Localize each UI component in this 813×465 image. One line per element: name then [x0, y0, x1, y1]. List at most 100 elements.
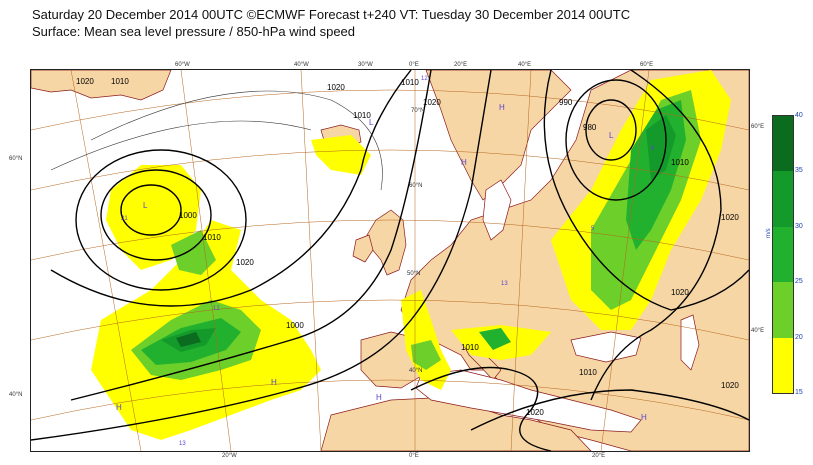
ireland-land — [352, 234, 374, 263]
legend-color-25-30 — [773, 227, 793, 282]
isobar-labels: 1020 1010 1020 1010 1000 1010 1020 1000 … — [76, 77, 739, 417]
wind-30-area — [646, 115, 676, 180]
wind-25-area — [479, 328, 511, 350]
legend-tick: 15 — [795, 389, 803, 396]
lat-label: 70°N — [411, 108, 424, 114]
longitude-line — [180, 70, 232, 451]
latitude-line — [31, 149, 749, 191]
longitude-line — [600, 70, 650, 451]
isobar — [470, 389, 749, 431]
isobar-label: 1020 — [423, 98, 441, 107]
isobar-label: 1010 — [671, 158, 689, 167]
map-title: Saturday 20 December 2014 00UTC ©ECMWF F… — [32, 6, 630, 40]
isobar-low-atlantic — [75, 149, 247, 291]
isobar-label: 1020 — [671, 288, 689, 297]
lon-label-top: 30°W — [358, 62, 373, 68]
mediterranean-sea — [415, 369, 642, 433]
isobar-label: 1000 — [286, 321, 304, 330]
lon-label-bottom: 20°E — [592, 453, 606, 459]
longitude-line — [300, 70, 322, 451]
legend-tick: 25 — [795, 278, 803, 285]
wind-value: 12 — [421, 76, 428, 82]
isobar-label: 1020 — [327, 83, 345, 92]
thin-isobars — [50, 90, 383, 191]
high-centre-marker: H — [461, 158, 467, 167]
isobar-low-russia — [565, 79, 667, 201]
isobars — [31, 70, 749, 451]
lon-label-top: 20°E — [454, 62, 468, 68]
lon-label-top: 40°W — [294, 62, 309, 68]
greenland-land — [31, 70, 172, 101]
isobar-low-russia — [585, 99, 637, 161]
black-sea — [570, 331, 642, 363]
legend-tick: 20 — [795, 334, 803, 341]
title-line-2: Surface: Mean sea level pressure / 850-h… — [32, 24, 356, 39]
wind-value: 13 — [501, 281, 508, 287]
isobar-label: 1010 — [461, 343, 479, 352]
latitude-line — [31, 299, 749, 341]
isobar-label: 1010 — [111, 77, 129, 86]
wind-speed-legend — [772, 115, 794, 394]
wind-speed-shading — [91, 70, 731, 440]
isobar-label: 1020 — [526, 408, 544, 417]
isobar-label: 1010 — [203, 233, 221, 242]
legend-color-20-25 — [773, 282, 793, 338]
isobar-label: 990 — [559, 98, 573, 107]
lon-label-bottom: 20°W — [222, 453, 237, 459]
isobar — [410, 366, 552, 451]
scandinavia-land — [425, 70, 572, 201]
latitude-line — [31, 219, 749, 261]
isobar-label: 1000 — [179, 211, 197, 220]
lon-label-top: 60°W — [175, 62, 190, 68]
lon-label-bottom: 0°E — [409, 453, 419, 459]
lon-label-top: 40°E — [518, 62, 532, 68]
lat-label-right: 40°E — [751, 328, 765, 334]
isobar-label: 980 — [583, 123, 597, 132]
low-centre-marker: L — [369, 118, 374, 127]
latitude-line — [31, 379, 749, 421]
isobar-low-atlantic — [100, 169, 212, 261]
thin-isobar — [90, 90, 383, 191]
isobar — [543, 70, 749, 311]
pressure-centres: L L L H H H H H H — [116, 103, 647, 422]
lat-label-left: 60°N — [9, 156, 23, 162]
lon-label-top: 60°E — [640, 62, 654, 68]
isobar-low-atlantic — [120, 184, 182, 236]
isobar — [70, 70, 432, 401]
isobar-label: 1020 — [76, 77, 94, 86]
wind-15-area — [311, 135, 371, 175]
isobar-label: 1020 — [721, 213, 739, 222]
legend-color-35-40 — [773, 116, 793, 171]
legend-tick: 40 — [795, 112, 803, 119]
wind-value: 21 — [121, 216, 128, 222]
north-africa-land — [320, 397, 592, 451]
lat-label-left: 40°N — [9, 392, 23, 398]
wind-15-area — [401, 290, 451, 390]
isobar — [31, 70, 492, 441]
high-centre-marker: H — [271, 378, 277, 387]
wind-value: 5 — [591, 226, 595, 232]
high-centre-marker: H — [116, 403, 122, 412]
lat-label-right: 60°E — [751, 124, 765, 130]
wind-values: 13 12 21 12 5 9 13 — [121, 76, 655, 447]
high-centre-marker: H — [641, 413, 647, 422]
isobar-label: 1020 — [236, 258, 254, 267]
isobar-label: 1010 — [401, 78, 419, 87]
low-centre-marker: L — [609, 131, 614, 140]
forecast-map: 1020 1010 1020 1010 1000 1010 1020 1000 … — [30, 69, 750, 452]
latitude-line — [31, 89, 749, 131]
graticule — [31, 70, 749, 451]
legend-tick: 30 — [795, 223, 803, 230]
low-centre-marker: L — [143, 201, 148, 210]
high-centre-marker: H — [376, 393, 382, 402]
legend-color-30-35 — [773, 171, 793, 227]
wind-value: 13 — [179, 441, 186, 447]
map-canvas: 1020 1010 1020 1010 1000 1010 1020 1000 … — [31, 70, 749, 451]
legend-unit: m/s — [766, 228, 772, 238]
interior-lat-labels: 70°N 60°N 50°N 40°N — [407, 108, 424, 374]
isobar — [50, 70, 412, 307]
sea-layer — [415, 179, 700, 433]
isobar-label: 1020 — [721, 381, 739, 390]
baltic-sea — [482, 179, 512, 241]
longitude-line — [510, 70, 532, 451]
